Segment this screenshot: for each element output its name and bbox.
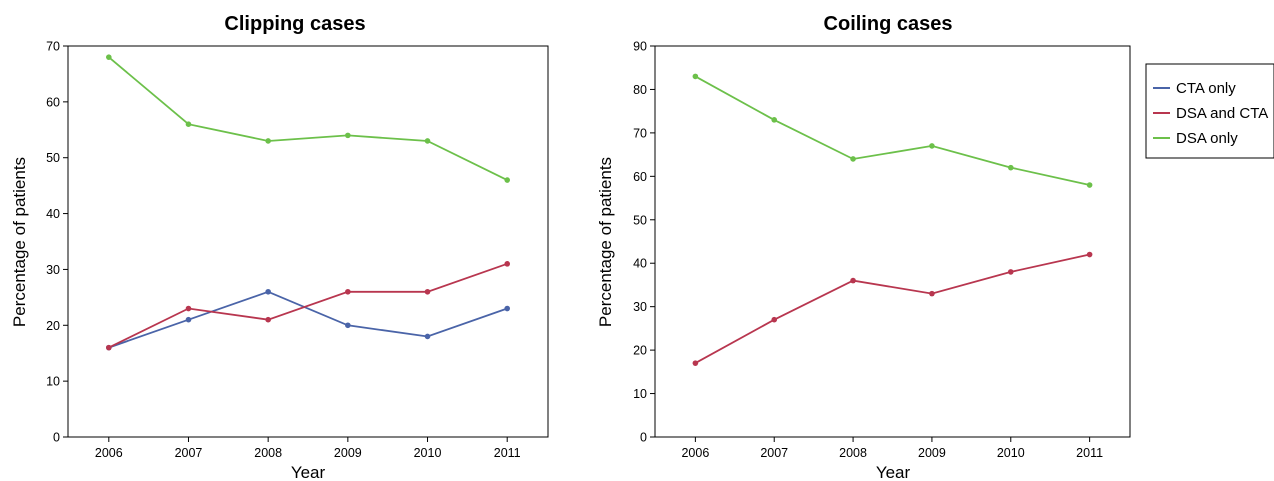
x-tick-label: 2011 [494,446,521,460]
series-line-dsa-only [108,56,508,181]
data-point-dsa-and-cta [1086,251,1093,258]
data-point-dsa-only [424,138,431,144]
series-line-cta-only [108,290,508,349]
y-tick-label: 90 [633,40,647,54]
y-tick-label: 40 [46,207,60,221]
x-tick-label: 2009 [334,446,362,460]
y-tick-label: 70 [633,126,647,140]
data-point-dsa-only [345,132,351,139]
data-point-dsa-and-cta [692,360,699,366]
x-tick-label: 2006 [681,446,709,460]
clipping-chart: Clipping cases Percentage of patients Ye… [10,13,549,481]
x-tick-label: 2007 [760,446,788,460]
y-tick-label: 10 [46,375,60,389]
legend-label: DSA only [1176,130,1238,147]
data-point-dsa-and-cta [1007,269,1014,275]
plot-frame [654,45,1131,438]
data-point-dsa-and-cta [265,316,271,323]
data-point-dsa-and-cta [929,290,935,297]
x-tick-label: 2010 [414,446,442,460]
x-tick-label: 2008 [839,446,867,460]
y-axis-label: Percentage of patients [10,157,29,327]
legend: CTA only DSA and CTA DSA only [1145,63,1274,159]
data-point-dsa-and-cta [185,305,192,312]
x-tick-label: 2009 [918,446,946,460]
data-point-dsa-and-cta [771,316,778,323]
legend-label: CTA only [1176,80,1236,97]
y-tick-label: 60 [46,95,60,109]
data-point-dsa-only [850,156,856,162]
chart-title: Coiling cases [824,13,953,35]
y-tick-label: 60 [633,170,647,184]
data-point-cta-only [504,305,511,312]
data-point-dsa-and-cta [106,344,112,351]
y-tick-label: 20 [633,344,647,358]
y-tick-label: 50 [46,151,60,165]
y-tick-label: 40 [633,257,647,271]
data-point-dsa-only [504,177,511,183]
data-point-dsa-only [692,73,699,80]
chart-title: Clipping cases [224,13,365,35]
y-tick-label: 30 [46,263,60,277]
data-point-dsa-and-cta [424,288,431,295]
data-point-cta-only [345,322,351,329]
series-line-dsa-and-cta [694,253,1090,364]
x-tick-label: 2008 [254,446,282,460]
data-point-cta-only [185,316,192,323]
legend-box [1145,63,1274,159]
data-point-dsa-and-cta [504,261,511,267]
y-tick-label: 0 [53,431,60,445]
series-line-dsa-only [694,75,1090,186]
data-point-dsa-only [771,117,778,123]
y-tick-label: 30 [633,300,647,314]
data-point-dsa-only [265,138,271,144]
y-tick-label: 20 [46,319,60,333]
x-tick-label: 2007 [175,446,203,460]
x-tick-label: 2010 [997,446,1025,460]
y-tick-label: 10 [633,387,647,401]
data-point-dsa-and-cta [345,288,351,295]
y-tick-label: 80 [633,83,647,97]
data-point-dsa-only [929,143,935,149]
y-tick-label: 70 [46,40,60,54]
data-point-dsa-only [1086,182,1093,188]
data-point-dsa-only [106,54,112,60]
legend-label: DSA and CTA [1176,105,1268,122]
x-tick-label: 2011 [1076,446,1103,460]
y-tick-label: 0 [640,431,647,445]
plot-frame [67,45,549,438]
data-point-dsa-only [185,121,192,127]
data-point-cta-only [424,333,431,340]
data-point-dsa-only [1007,164,1014,171]
data-point-dsa-and-cta [850,277,856,284]
data-point-cta-only [265,288,271,295]
series-line-dsa-and-cta [108,262,508,349]
x-axis-label: Year [876,463,911,481]
y-axis-label: Percentage of patients [596,157,615,327]
coiling-chart: Coiling cases Percentage of patients Yea… [596,13,1131,481]
y-tick-label: 50 [633,213,647,227]
x-tick-label: 2006 [95,446,123,460]
x-axis-label: Year [291,463,326,481]
